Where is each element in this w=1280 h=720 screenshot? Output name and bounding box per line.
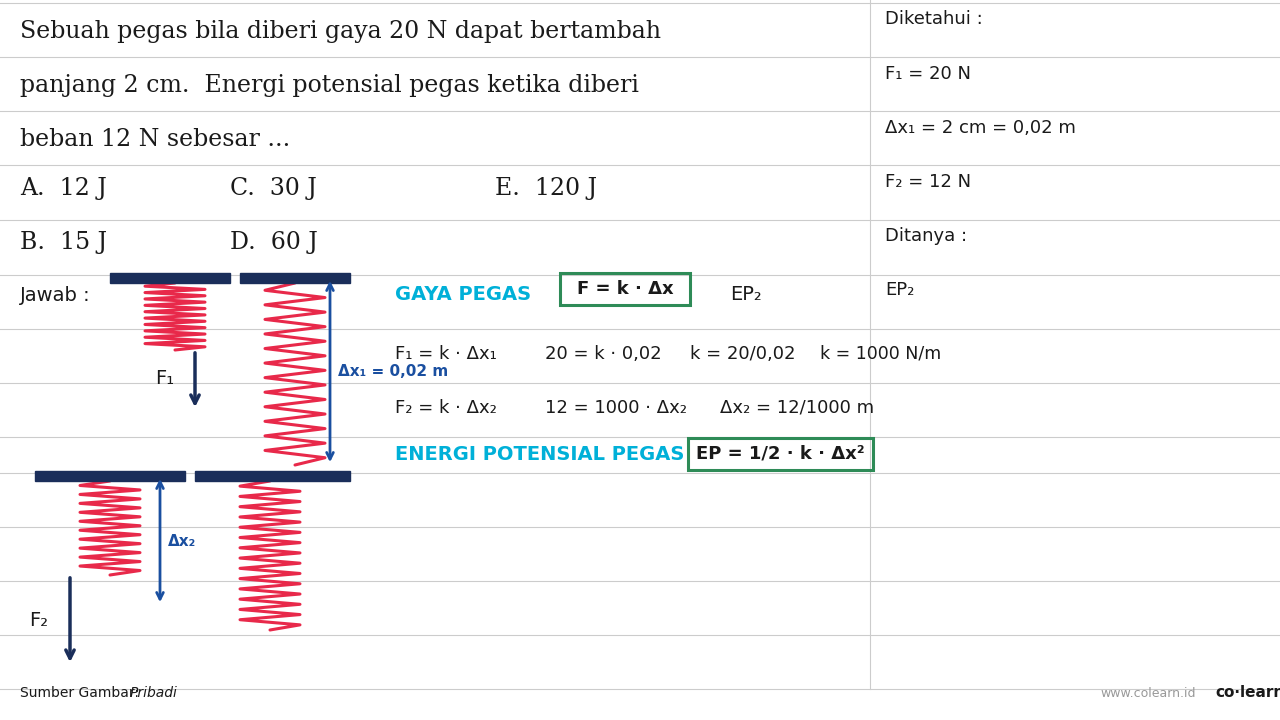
Text: EP₂: EP₂ <box>730 285 762 304</box>
Text: Ditanya :: Ditanya : <box>884 227 968 245</box>
Text: GAYA PEGAS: GAYA PEGAS <box>396 285 531 304</box>
Text: Jawab :: Jawab : <box>20 286 91 305</box>
Bar <box>561 273 690 305</box>
Text: 20 = k · 0,02: 20 = k · 0,02 <box>545 345 662 363</box>
Text: EP = 1/2 · k · Δx²: EP = 1/2 · k · Δx² <box>696 445 865 463</box>
Text: F₂ = k · Δx₂: F₂ = k · Δx₂ <box>396 399 497 417</box>
Bar <box>110 273 230 283</box>
Text: k = 20/0,02: k = 20/0,02 <box>690 345 795 363</box>
Text: panjang 2 cm.  Energi potensial pegas ketika diberi: panjang 2 cm. Energi potensial pegas ket… <box>20 74 639 97</box>
Bar <box>689 438 873 470</box>
Text: F₁ = k · Δx₁: F₁ = k · Δx₁ <box>396 345 497 363</box>
Text: Diketahui :: Diketahui : <box>884 10 983 28</box>
Text: ENERGI POTENSIAL PEGAS: ENERGI POTENSIAL PEGAS <box>396 444 685 464</box>
Text: F₂: F₂ <box>29 611 49 629</box>
Text: www.colearn.id: www.colearn.id <box>1100 687 1196 700</box>
Text: C.  30 J: C. 30 J <box>230 177 317 200</box>
Text: F₁ = 20 N: F₁ = 20 N <box>884 65 972 83</box>
Text: Pribadi: Pribadi <box>131 686 178 700</box>
Text: Δx₁ = 2 cm = 0,02 m: Δx₁ = 2 cm = 0,02 m <box>884 119 1076 137</box>
Text: B.  15 J: B. 15 J <box>20 231 108 254</box>
Text: Sebuah pegas bila diberi gaya 20 N dapat bertambah: Sebuah pegas bila diberi gaya 20 N dapat… <box>20 20 660 43</box>
Text: k = 1000 N/m: k = 1000 N/m <box>820 345 941 363</box>
Text: D.  60 J: D. 60 J <box>230 231 317 254</box>
Text: Δx₁ = 0,02 m: Δx₁ = 0,02 m <box>338 364 448 379</box>
Bar <box>241 273 349 283</box>
Text: Δx₂: Δx₂ <box>168 534 196 549</box>
Text: A.  12 J: A. 12 J <box>20 177 106 200</box>
Text: co·learn: co·learn <box>1215 685 1280 700</box>
Text: F = k · Δx: F = k · Δx <box>577 280 673 298</box>
Bar <box>195 471 349 481</box>
Text: Δx₂ = 12/1000 m: Δx₂ = 12/1000 m <box>719 399 874 417</box>
Text: F₂ = 12 N: F₂ = 12 N <box>884 173 972 191</box>
Text: F₁: F₁ <box>155 369 174 387</box>
Text: beban 12 N sebesar ...: beban 12 N sebesar ... <box>20 128 291 151</box>
Bar <box>35 471 186 481</box>
Text: Sumber Gambar:: Sumber Gambar: <box>20 686 143 700</box>
Text: EP₂: EP₂ <box>884 281 914 299</box>
Text: 12 = 1000 · Δx₂: 12 = 1000 · Δx₂ <box>545 399 687 417</box>
Text: E.  120 J: E. 120 J <box>495 177 598 200</box>
